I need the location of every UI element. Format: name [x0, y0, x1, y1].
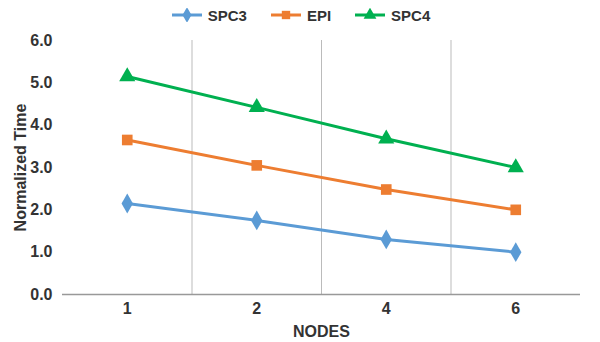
html-text:SPC3: SPC3 — [207, 6, 247, 24]
svg-text:0.0: 0.0 — [30, 286, 52, 303]
html-text:EPI: EPI — [306, 6, 332, 24]
svg-text:NODES: NODES — [293, 323, 350, 340]
svg-text:Normalized Time: Normalized Time — [12, 104, 29, 232]
svg-text:3.0: 3.0 — [30, 159, 52, 176]
svg-text:1: 1 — [123, 300, 132, 317]
svg-text:6: 6 — [511, 300, 520, 317]
svg-text:2.0: 2.0 — [30, 201, 52, 218]
svg-text:2: 2 — [252, 300, 261, 317]
html-text:SPC4: SPC4 — [391, 6, 431, 24]
svg-text:1.0: 1.0 — [30, 243, 52, 260]
svg-text:5.0: 5.0 — [30, 74, 52, 91]
svg-text:6.0: 6.0 — [30, 32, 52, 49]
svg-text:4.0: 4.0 — [30, 116, 52, 133]
svg-text:4: 4 — [382, 300, 391, 317]
